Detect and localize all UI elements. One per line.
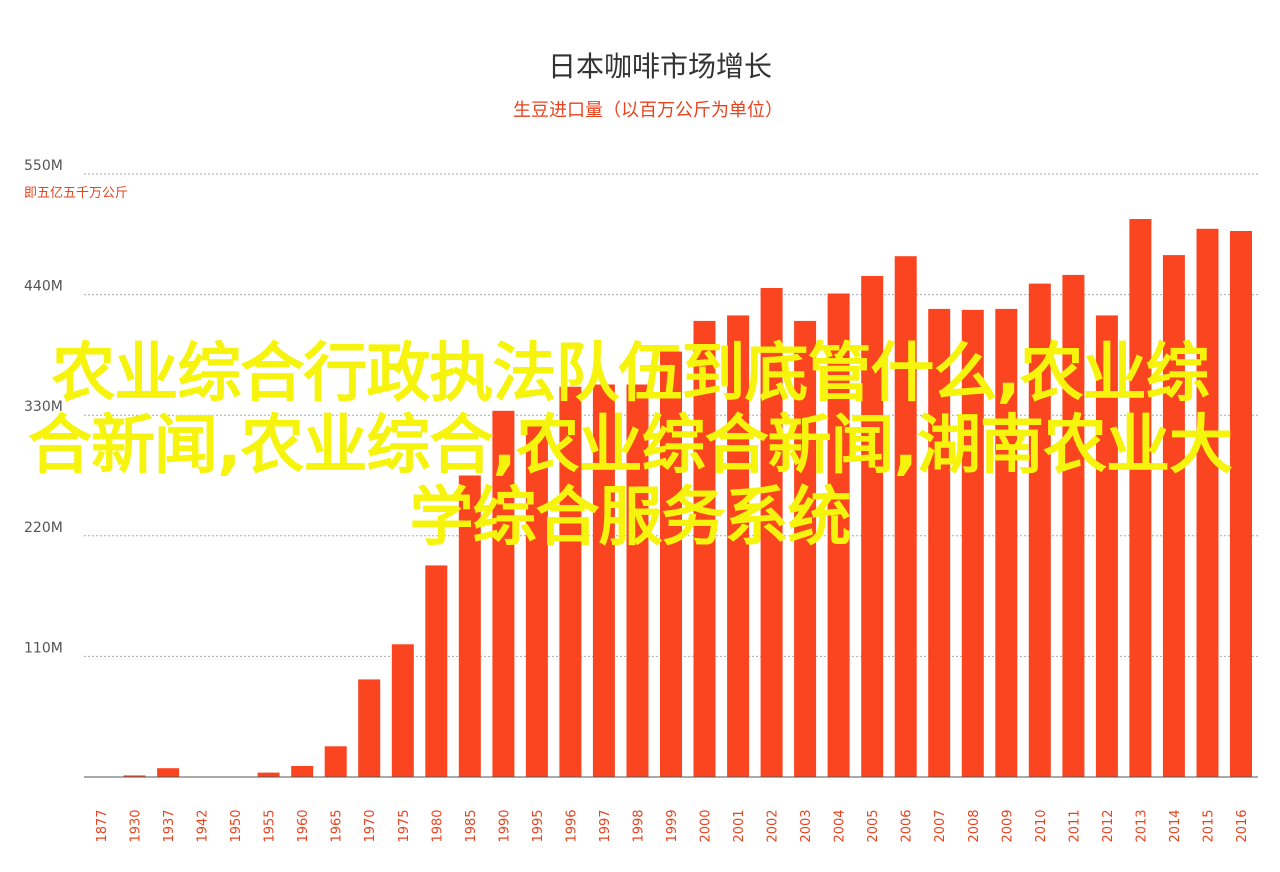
bars xyxy=(123,219,1252,778)
bar xyxy=(1162,255,1185,778)
x-tick-label: 1975 xyxy=(397,809,412,842)
bar xyxy=(794,320,817,777)
bar xyxy=(693,320,716,777)
x-tick-label: 2014 xyxy=(1168,809,1183,842)
y-tick-label: 220M xyxy=(24,520,63,536)
x-tick-label: 1877 xyxy=(95,809,110,842)
x-tick-label: 1937 xyxy=(162,809,177,842)
bar xyxy=(861,276,884,777)
bar xyxy=(894,256,917,777)
bar xyxy=(391,644,414,777)
bar xyxy=(928,308,951,777)
bar xyxy=(425,565,448,777)
bar xyxy=(1062,274,1085,777)
bar xyxy=(324,746,347,777)
y-tick-label: 440M xyxy=(24,279,63,295)
x-tick-label: 2003 xyxy=(799,809,814,842)
bar xyxy=(760,288,783,777)
bar xyxy=(1230,231,1252,777)
x-tick-label: 2015 xyxy=(1201,809,1216,842)
bar xyxy=(358,679,381,777)
x-tick-label: 2004 xyxy=(833,809,848,842)
bar xyxy=(492,410,515,777)
x-tick-label: 2009 xyxy=(1000,809,1015,842)
x-tick-label: 1960 xyxy=(296,809,311,842)
x-tick-label: 1980 xyxy=(430,809,445,842)
bar xyxy=(961,309,984,777)
bar xyxy=(458,475,481,777)
bar xyxy=(995,308,1018,777)
x-tick-label: 1985 xyxy=(464,809,479,842)
x-tick-label: 2002 xyxy=(766,809,781,842)
chart-subtitle: 生豆进口量（以百万公斤为单位） xyxy=(513,100,783,121)
bar xyxy=(123,775,146,777)
x-tick-label: 2005 xyxy=(866,809,881,842)
x-tick-label: 1990 xyxy=(497,809,512,842)
bar xyxy=(1129,219,1152,777)
y-tick-labels: 110M 220M 330M 440M 550M xyxy=(24,158,63,656)
bar xyxy=(727,315,750,777)
x-tick-label: 2007 xyxy=(933,809,948,842)
bar xyxy=(626,384,649,777)
x-tick-label: 1942 xyxy=(196,809,211,842)
x-tick-label: 1930 xyxy=(129,809,144,842)
bar xyxy=(1028,283,1051,777)
bar xyxy=(827,293,850,777)
x-tick-label: 1970 xyxy=(363,809,378,842)
bar xyxy=(1095,315,1118,777)
x-tick-label: 1965 xyxy=(330,809,345,842)
x-tick-label: 1996 xyxy=(564,809,579,842)
bar xyxy=(157,768,180,777)
chart-title: 日本咖啡市场增长 xyxy=(547,50,772,83)
bar xyxy=(559,386,582,777)
x-tick-label: 1950 xyxy=(229,809,244,842)
x-tick-label: 2011 xyxy=(1067,809,1082,842)
y-tick-label: 550M xyxy=(24,158,63,174)
y-tick-label: 110M xyxy=(24,640,63,656)
x-tick-label: 1955 xyxy=(263,809,278,842)
x-tick-labels: 1877 1930 1937 1942 1950 1955 1960 1965 1970 1975… xyxy=(95,809,1250,842)
x-tick-label: 2001 xyxy=(732,809,747,842)
x-tick-label: 2012 xyxy=(1101,809,1116,842)
x-tick-label: 2008 xyxy=(967,809,982,842)
x-tick-label: 2010 xyxy=(1034,809,1049,842)
x-tick-label: 1999 xyxy=(665,809,680,842)
bar xyxy=(525,426,548,777)
bar xyxy=(1196,228,1219,778)
x-tick-label: 1998 xyxy=(631,809,646,842)
x-tick-label: 1997 xyxy=(598,809,613,842)
bar xyxy=(257,772,280,777)
y-tick-label: 330M xyxy=(24,399,63,415)
x-tick-label: 1995 xyxy=(531,809,546,842)
bar xyxy=(660,351,682,777)
x-tick-label: 2013 xyxy=(1134,809,1149,842)
x-tick-label: 2006 xyxy=(900,809,915,842)
x-tick-label: 2000 xyxy=(699,809,714,842)
bar xyxy=(592,384,615,777)
x-tick-label: 2016 xyxy=(1235,809,1250,842)
bar xyxy=(291,766,314,777)
y-axis-note: 即五亿五千万公斤 xyxy=(24,186,128,201)
